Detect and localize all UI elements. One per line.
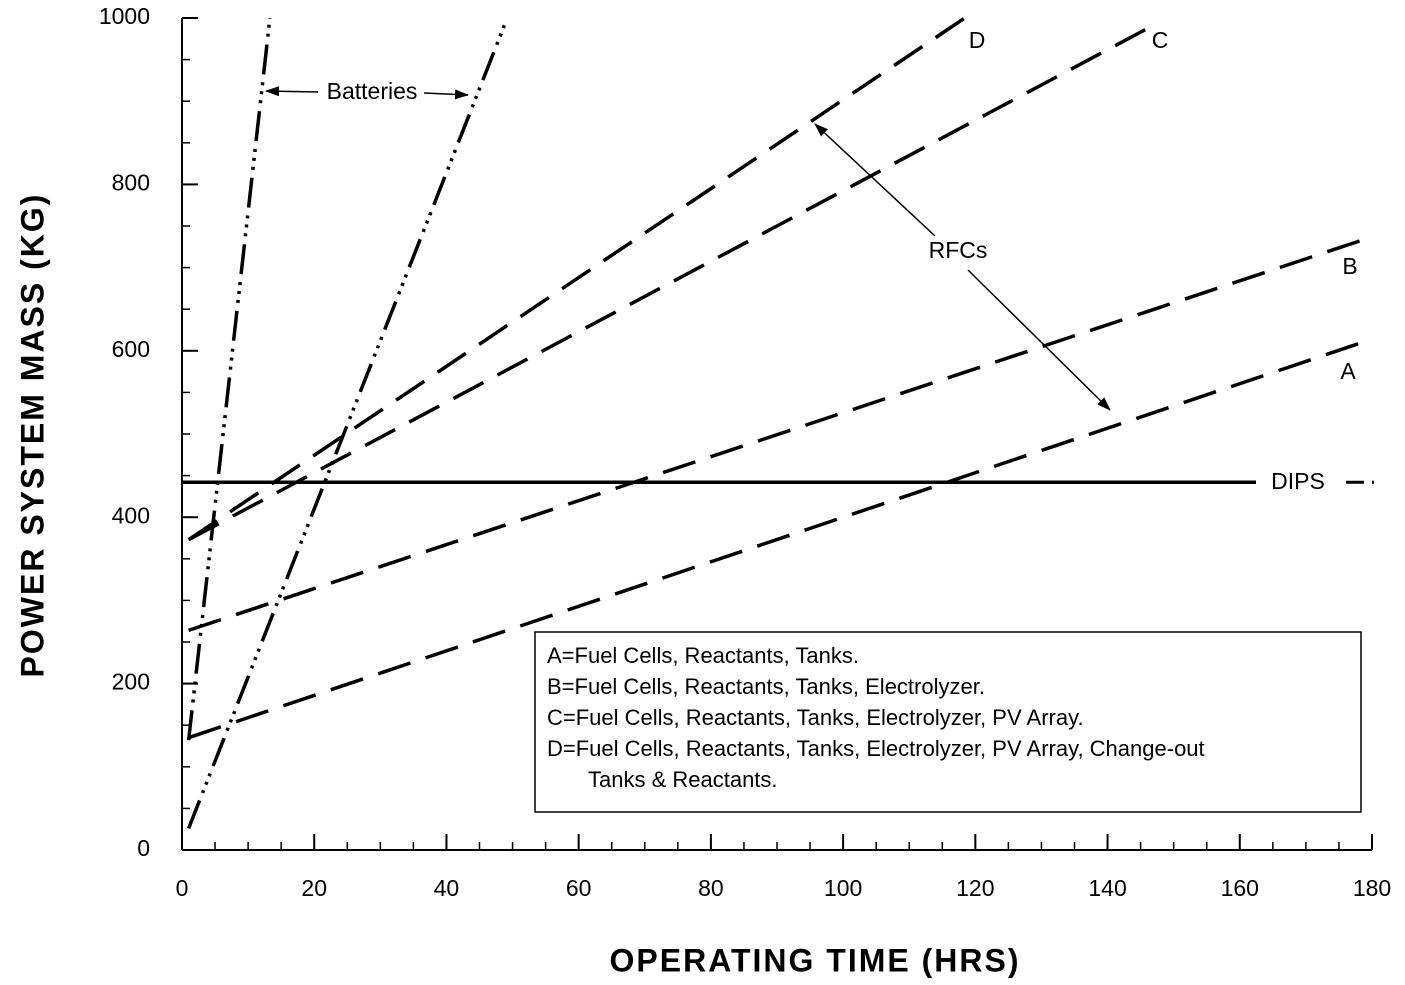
x-tick-label: 80 xyxy=(698,875,724,901)
note: B=Fuel Cells, Reactants, Tanks, Electrol… xyxy=(547,674,985,699)
y-axis-title: POWER SYSTEM MASS (KG) xyxy=(14,193,50,678)
series-label: D xyxy=(969,27,986,53)
x-tick-label: 100 xyxy=(824,875,862,901)
arrow xyxy=(967,269,1111,411)
legend-box xyxy=(534,631,1362,813)
y-tick-label: 0 xyxy=(137,835,150,861)
x-tick-label: 0 xyxy=(176,875,189,901)
note: Tanks & Reactants. xyxy=(588,767,778,792)
x-tick-label: 40 xyxy=(434,875,460,901)
series-line xyxy=(188,238,1363,633)
y-tick-label: 1000 xyxy=(99,3,150,29)
x-tick-label: 60 xyxy=(566,875,592,901)
series-line xyxy=(187,28,1147,542)
series-label: C xyxy=(1152,27,1169,53)
y-tick-label: 800 xyxy=(112,169,150,195)
x-tick-label: 20 xyxy=(301,875,327,901)
annotation: Batteries xyxy=(327,78,418,104)
y-tick-label: 200 xyxy=(112,669,150,695)
x-tick-label: 160 xyxy=(1221,875,1259,901)
note: D=Fuel Cells, Reactants, Tanks, Electrol… xyxy=(547,736,1205,761)
arrow xyxy=(814,123,936,237)
x-tick-label: 180 xyxy=(1353,875,1391,901)
arrow xyxy=(423,89,469,100)
note: C=Fuel Cells, Reactants, Tanks, Electrol… xyxy=(547,705,1084,730)
x-tick-label: 140 xyxy=(1088,875,1126,901)
annotation: RFCs xyxy=(929,237,988,263)
y-tick-label: 600 xyxy=(112,336,150,362)
plot-area: 0 20 40 60 80 100 120 140 160 180 0 200 400 600 800 100… xyxy=(99,3,1391,901)
series-line xyxy=(186,17,509,830)
series-line xyxy=(186,17,272,741)
x-tick-label: 120 xyxy=(956,875,994,901)
y-tick-label: 400 xyxy=(112,502,150,528)
series-label: DIPS xyxy=(1271,468,1325,494)
x-axis-title: OPERATING TIME (HRS) xyxy=(610,942,1021,978)
note: A=Fuel Cells, Reactants, Tanks. xyxy=(547,643,859,668)
label-bg xyxy=(315,80,427,106)
series-line xyxy=(187,16,966,542)
arrow xyxy=(265,86,319,97)
series-line xyxy=(188,340,1363,740)
series-label: A xyxy=(1340,358,1356,384)
series-label: B xyxy=(1342,253,1357,279)
